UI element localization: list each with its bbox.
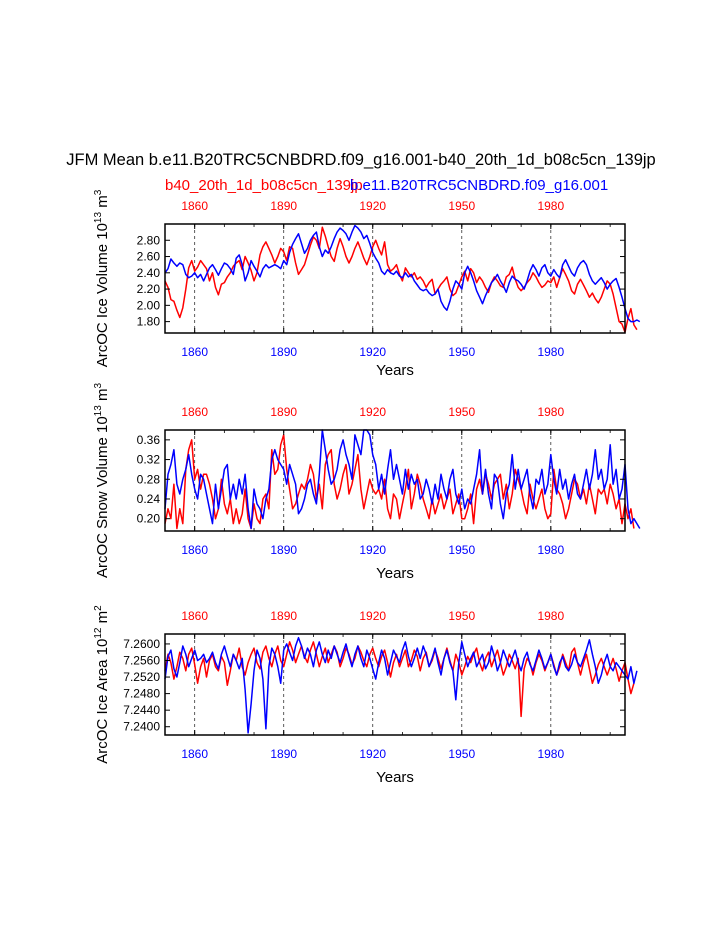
x-tick-label-bottom: 1890: [270, 345, 297, 359]
series-line-blue: [164, 224, 641, 323]
y-axis-label-part: ArcOC Snow Volume 10: [94, 416, 111, 578]
chart-panels: 1860 1860 1890 1890 1920 1920 1950 1950 1980 1980…: [93, 189, 641, 786]
x-tick-label-top: 1860: [181, 405, 208, 419]
series-line-red: [164, 434, 635, 530]
x-tick-label-top: 1950: [448, 199, 475, 213]
legend-blue-series: b.e11.B20TRC5CNBDRD.f09_g16.001: [350, 177, 608, 194]
x-tick-label-bottom: 1920: [359, 747, 386, 761]
x-tick-label-bottom: 1860: [181, 345, 208, 359]
plot-frame: [164, 633, 626, 736]
y-tick-label: 2.00: [137, 298, 161, 312]
y-axis-label: ArcOC Ice Area 1012 m2: [93, 605, 111, 764]
x-tick-label-bottom: 1950: [448, 345, 475, 359]
plot-frame: [164, 223, 626, 334]
x-axis-label: Years: [376, 769, 414, 786]
x-tick-label-bottom: 1920: [359, 543, 386, 557]
legend-red-series: b40_20th_1d_b08c5cn_139jp: [165, 177, 363, 194]
y-tick-label: 2.80: [137, 233, 161, 247]
figure-title: JFM Mean b.e11.B20TRC5CNBDRD.f09_g16.001…: [66, 151, 656, 169]
y-tick-label: 7.2520: [123, 670, 160, 684]
y-tick-label: 2.40: [137, 266, 161, 280]
x-tick-label-top: 1980: [537, 609, 564, 623]
series-line-red: [164, 226, 638, 333]
x-tick-label-top: 1860: [181, 199, 208, 213]
x-tick-label-top: 1920: [359, 405, 386, 419]
series-line-blue: [164, 636, 638, 734]
y-axis-label-part: 2: [93, 605, 104, 611]
x-tick-label-top: 1920: [359, 609, 386, 623]
x-tick-label-top: 1920: [359, 199, 386, 213]
y-tick-label: 0.28: [137, 472, 161, 486]
x-tick-label-top: 1890: [270, 405, 297, 419]
y-tick-label: 7.2600: [123, 637, 160, 651]
y-tick-label: 7.2480: [123, 687, 160, 701]
y-axis-label-part: 13: [93, 405, 104, 417]
y-tick-label: 0.24: [137, 492, 161, 506]
y-tick-label: 0.20: [137, 512, 161, 526]
x-tick-label-bottom: 1860: [181, 747, 208, 761]
y-tick-label: 2.20: [137, 282, 161, 296]
x-tick-label-bottom: 1860: [181, 543, 208, 557]
series-line-blue: [164, 429, 641, 530]
x-tick-label-bottom: 1950: [448, 747, 475, 761]
chart-panel-3: 1860 1860 1890 1890 1920 1920 1950 1950 1980 1980…: [93, 605, 638, 786]
x-tick-label-bottom: 1890: [270, 543, 297, 557]
x-tick-label-top: 1950: [448, 609, 475, 623]
y-axis-label-part: 13: [93, 212, 104, 224]
x-tick-label-bottom: 1980: [537, 543, 564, 557]
y-tick-label: 0.32: [137, 453, 161, 467]
series-line-red: [164, 641, 635, 718]
y-tick-label: 0.36: [137, 433, 161, 447]
chart-panel-2: 1860 1860 1890 1890 1920 1920 1950 1950 1980 1980…: [93, 383, 641, 582]
y-axis-label-part: m: [94, 389, 111, 406]
y-axis-label-part: 12: [93, 627, 104, 639]
x-tick-label-top: 1890: [270, 609, 297, 623]
x-tick-label-bottom: 1920: [359, 345, 386, 359]
y-axis-label: ArcOC Snow Volume 1013 m3: [93, 383, 111, 579]
x-tick-label-top: 1860: [181, 609, 208, 623]
y-axis-label-part: m: [94, 611, 111, 628]
chart-panel-1: 1860 1860 1890 1890 1920 1920 1950 1950 1980 1980…: [93, 189, 641, 379]
y-axis-label: ArcOC Ice Volume 1013 m3: [93, 189, 111, 367]
y-axis-label-part: ArcOC Ice Volume 10: [94, 223, 111, 367]
x-tick-label-top: 1980: [537, 199, 564, 213]
y-tick-label: 2.60: [137, 250, 161, 264]
x-tick-label-bottom: 1950: [448, 543, 475, 557]
x-tick-label-top: 1950: [448, 405, 475, 419]
plot-frame: [164, 429, 626, 532]
x-tick-label-bottom: 1980: [537, 747, 564, 761]
x-tick-label-bottom: 1980: [537, 345, 564, 359]
x-axis-label: Years: [376, 565, 414, 582]
x-tick-label-top: 1890: [270, 199, 297, 213]
x-tick-label-bottom: 1890: [270, 747, 297, 761]
y-axis-label-part: ArcOC Ice Area 10: [94, 639, 111, 764]
x-tick-label-top: 1980: [537, 405, 564, 419]
y-tick-label: 7.2400: [123, 720, 160, 734]
y-tick-label: 7.2440: [123, 703, 160, 717]
y-axis-label-part: m: [94, 195, 111, 212]
y-axis-label-part: 3: [93, 383, 104, 389]
y-axis-label-part: 3: [93, 189, 104, 195]
x-axis-label: Years: [376, 362, 414, 379]
y-tick-label: 1.80: [137, 315, 161, 329]
y-tick-label: 7.2560: [123, 653, 160, 667]
